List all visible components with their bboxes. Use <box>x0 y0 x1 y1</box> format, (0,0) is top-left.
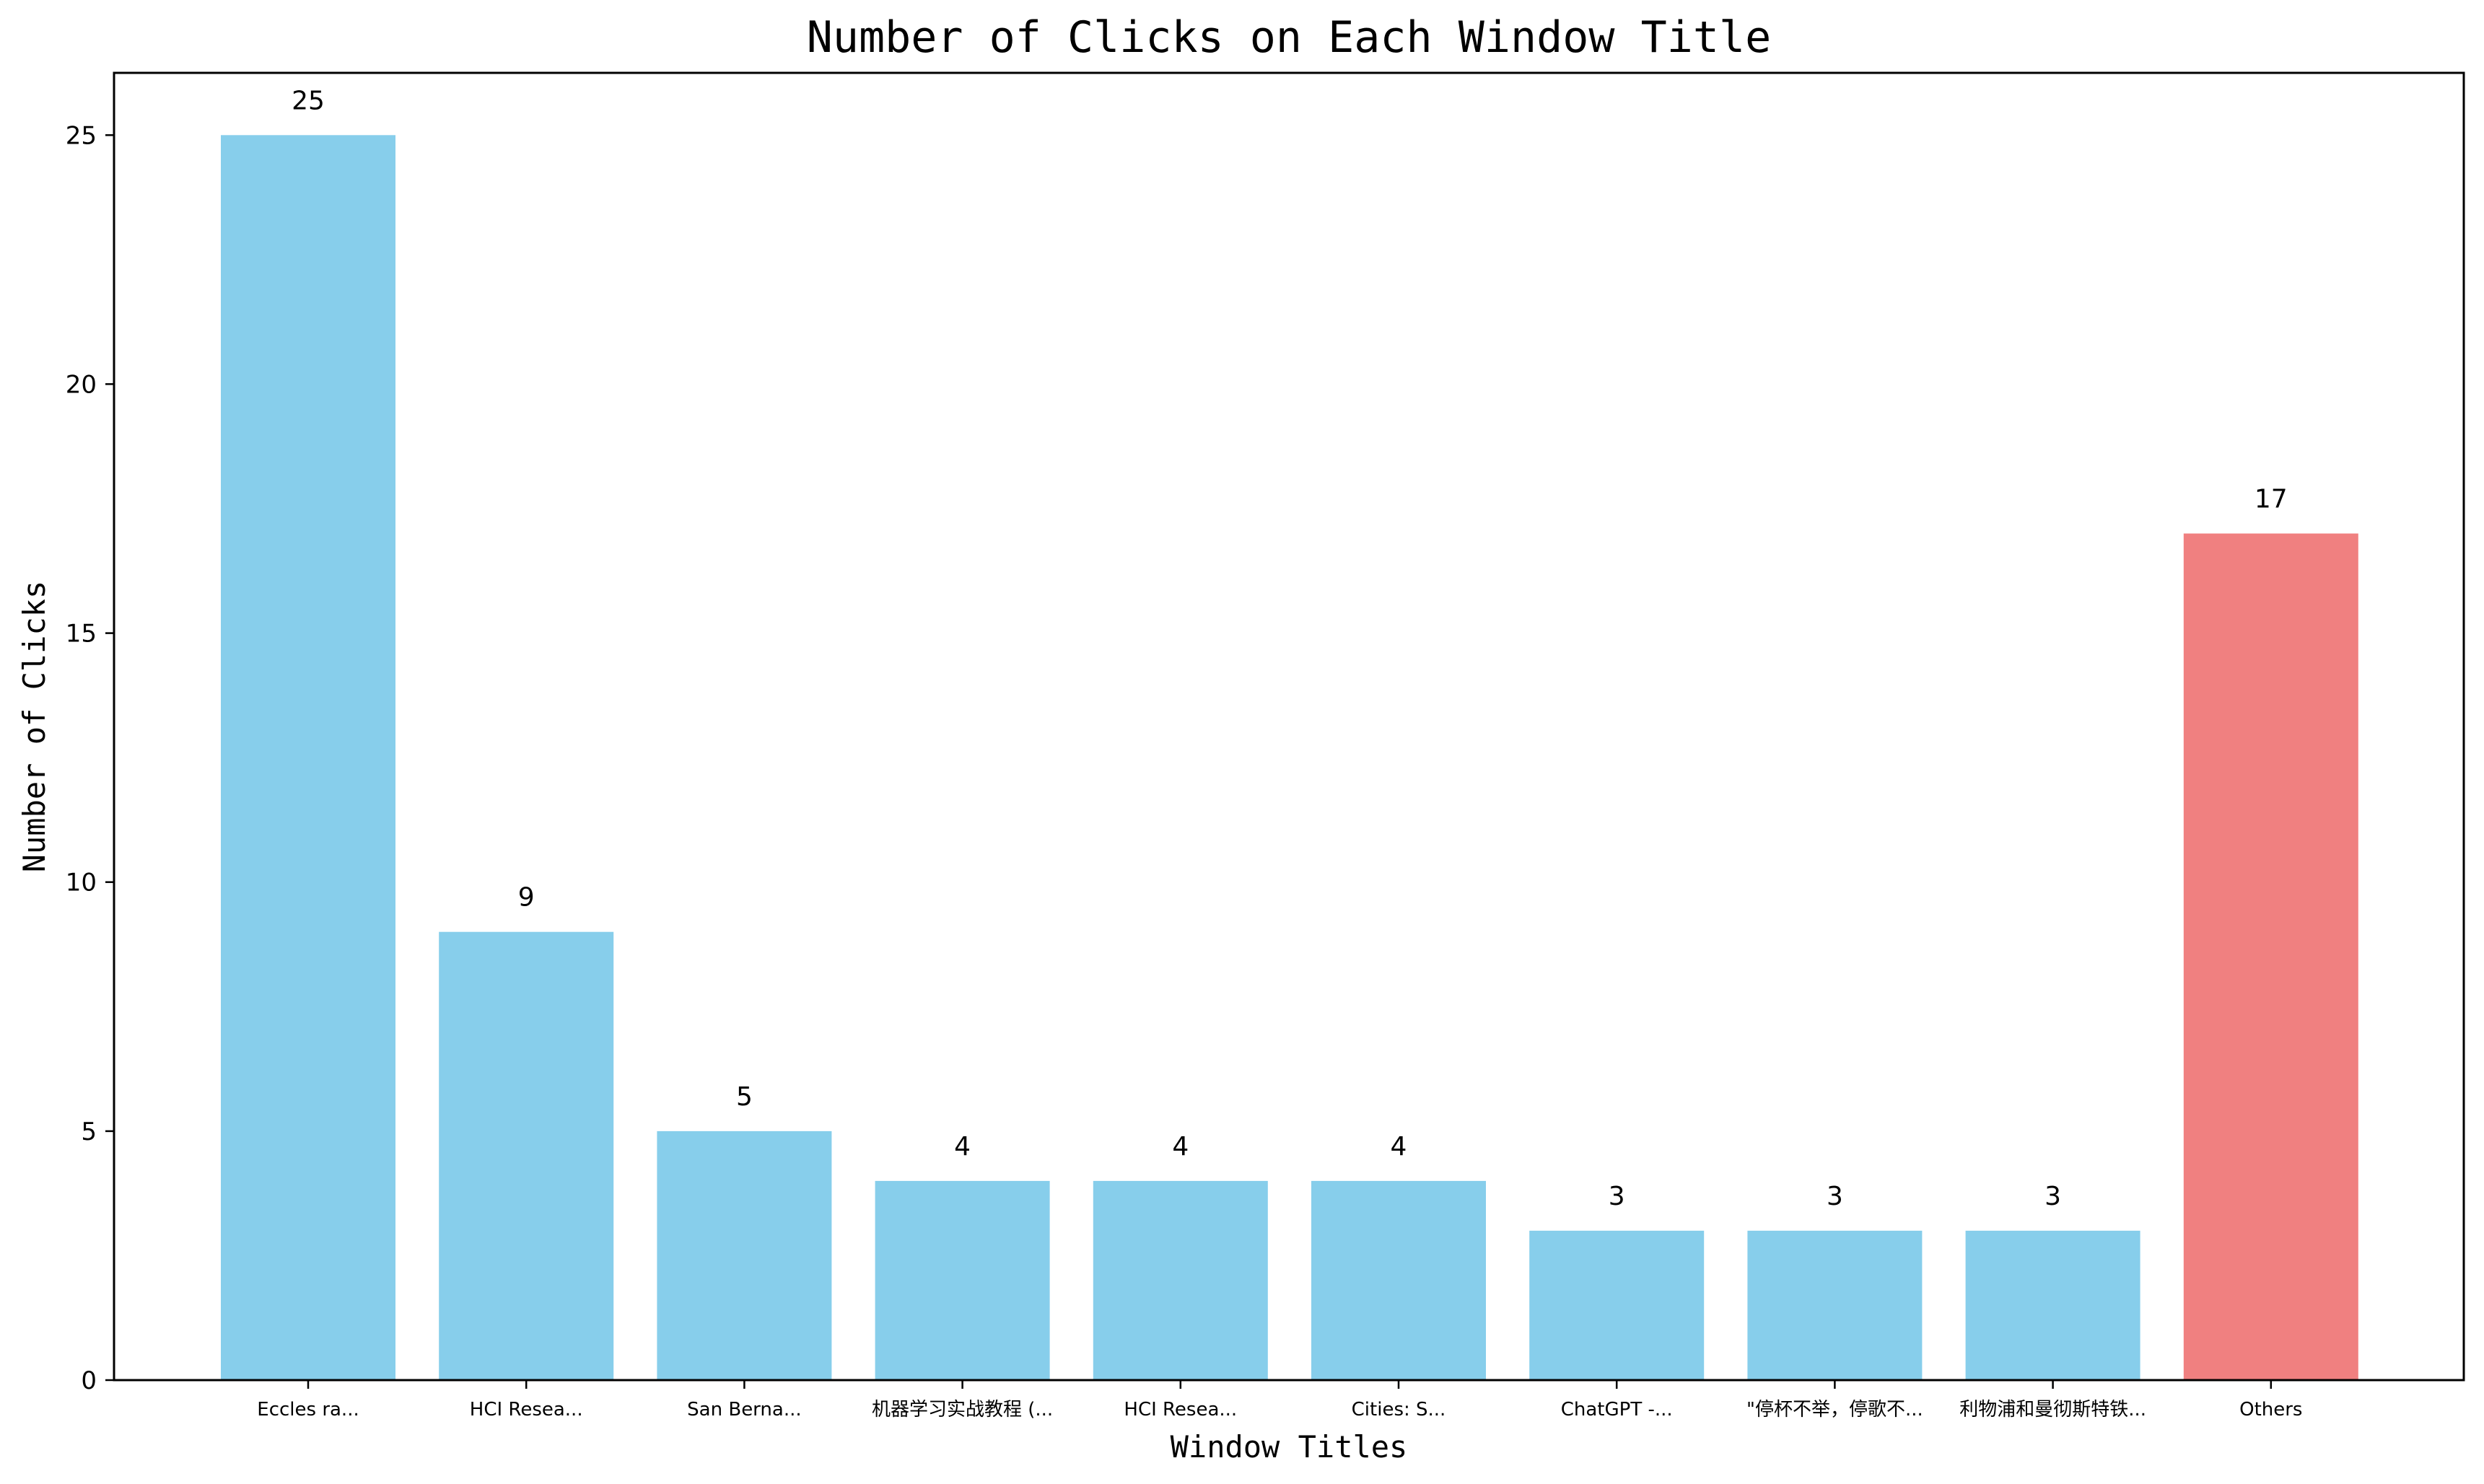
y-tick-label: 15 <box>66 620 97 649</box>
bar <box>1311 1180 1486 1380</box>
x-tick-label: HCI Resea... <box>1124 1399 1237 1421</box>
bar <box>1747 1230 1923 1380</box>
x-tick-label: San Berna... <box>687 1399 801 1421</box>
bar-value-label: 4 <box>954 1132 971 1162</box>
bar <box>1093 1180 1268 1380</box>
bar <box>221 135 395 1380</box>
bar-value-label: 3 <box>2045 1182 2061 1211</box>
y-tick-label: 10 <box>66 869 97 897</box>
bars-group <box>221 135 2358 1380</box>
bar-value-label: 9 <box>518 883 535 913</box>
y-tick-label: 20 <box>66 370 97 399</box>
bar-value-label: 25 <box>292 86 325 115</box>
bar <box>875 1180 1050 1380</box>
x-tick-label: 利物浦和曼彻斯特铁... <box>1959 1399 2146 1421</box>
bar <box>1965 1230 2140 1380</box>
y-tick-label: 25 <box>66 121 97 150</box>
x-tick-label: Eccles ra... <box>257 1399 359 1421</box>
chart-title: Number of Clicks on Each Window Title <box>807 12 1772 63</box>
bar-value-label: 5 <box>736 1082 753 1112</box>
x-tick-label: ChatGPT -... <box>1561 1399 1673 1421</box>
y-tick-label: 0 <box>81 1366 97 1395</box>
y-axis: 0 5 10 15 20 25 <box>66 121 114 1395</box>
value-labels-group: 25 9 5 4 4 4 3 3 3 17 <box>292 86 2288 1211</box>
bar <box>439 931 614 1380</box>
x-tick-label: "停杯不举，停歌不... <box>1746 1399 1923 1421</box>
plot-frame <box>113 71 2465 1382</box>
bar-value-label: 17 <box>2255 485 2288 514</box>
bar-value-label: 3 <box>1609 1182 1625 1211</box>
x-tick-label: Cities: S... <box>1352 1399 1446 1421</box>
x-axis: Eccles ra... HCI Resea... San Berna... 机器学习… <box>257 1380 2302 1421</box>
bar <box>2183 533 2358 1380</box>
y-axis-label: Number of Clicks <box>17 581 52 873</box>
y-tick-label: 5 <box>81 1118 97 1146</box>
bar-value-label: 3 <box>1827 1182 1843 1211</box>
x-tick-label: Others <box>2239 1399 2302 1421</box>
x-tick-label: 机器学习实战教程 (... <box>872 1399 1053 1421</box>
x-tick-label: HCI Resea... <box>470 1399 583 1421</box>
bar-value-label: 4 <box>1172 1132 1189 1162</box>
x-axis-label: Window Titles <box>1171 1429 1408 1465</box>
bar <box>1529 1230 1705 1380</box>
bar <box>657 1130 832 1380</box>
bar-value-label: 4 <box>1391 1132 1407 1162</box>
